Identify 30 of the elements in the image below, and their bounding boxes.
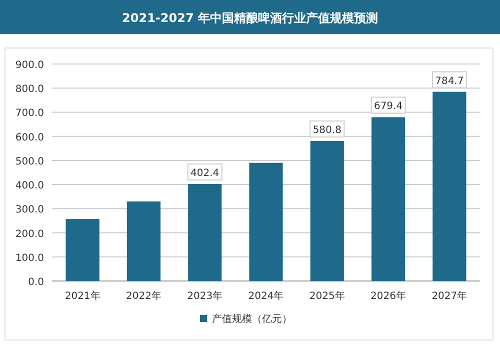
bar (310, 140, 344, 281)
bar (66, 219, 100, 281)
y-tick-label: 600.0 (15, 132, 44, 144)
x-tick-label: 2023年 (187, 290, 223, 302)
y-tick-label: 200.0 (15, 228, 44, 240)
data-label: 679.4 (374, 101, 403, 112)
x-tick-label: 2022年 (126, 290, 162, 302)
x-tick-label: 2027年 (432, 290, 468, 302)
y-tick-label: 300.0 (15, 204, 44, 216)
bar (126, 201, 161, 281)
y-tick-label: 900.0 (15, 60, 44, 71)
x-tick-label: 2021年 (64, 290, 100, 302)
bar (188, 184, 222, 281)
y-tick-label: 700.0 (15, 108, 44, 120)
data-label: 784.7 (435, 76, 464, 87)
x-tick-label: 2026年 (370, 290, 406, 302)
y-tick-label: 100.0 (15, 252, 44, 264)
y-tick-label: 400.0 (15, 180, 44, 192)
bar (249, 162, 283, 281)
data-label: 402.4 (190, 168, 220, 179)
y-tick-label: 0.0 (28, 277, 44, 288)
x-tick-label: 2024年 (248, 290, 284, 302)
data-label: 580.8 (312, 124, 342, 136)
y-tick-label: 800.0 (15, 84, 44, 96)
bar (371, 117, 406, 281)
bar (432, 92, 466, 281)
chart-title: 2021-2027 年中国精酿啤酒行业产值规模预测 (122, 11, 378, 25)
y-tick-label: 500.0 (15, 156, 44, 168)
x-tick-label: 2025年 (309, 290, 345, 302)
legend-label: 产值规模（亿元） (212, 313, 292, 325)
